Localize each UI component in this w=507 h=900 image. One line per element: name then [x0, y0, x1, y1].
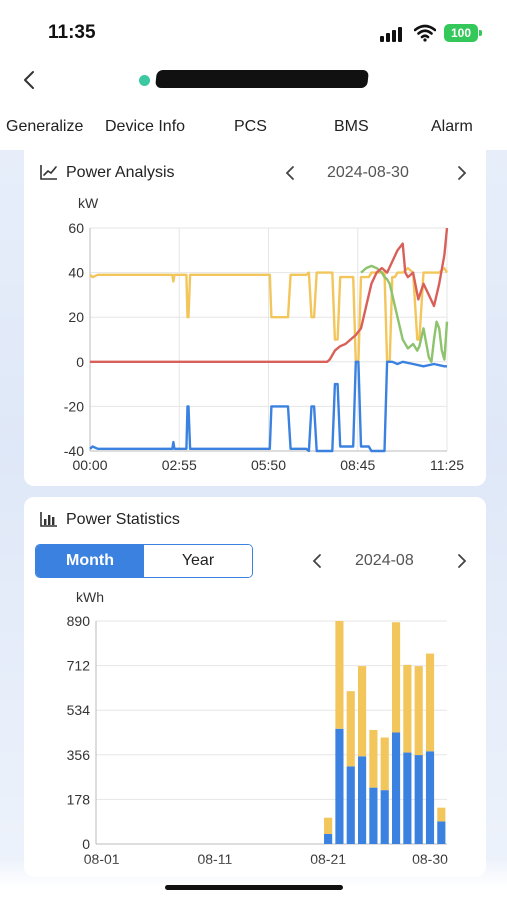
power-statistics-title: Power Statistics [66, 511, 180, 528]
tab-bar: Generalize Device Info PCS BMS Alarm [0, 118, 507, 142]
bar-chart-ytick: 356 [67, 747, 91, 763]
yellow-series-line [89, 266, 449, 363]
bar-chart-ytick: 534 [67, 702, 91, 718]
bar-yellow-segment [380, 737, 389, 791]
line-chart-xtick: 05:50 [251, 457, 286, 473]
power-statistics-date[interactable]: 2024-08 [355, 552, 414, 569]
bar-blue-segment [425, 751, 435, 844]
tab-device-info[interactable]: Device Info [105, 118, 186, 135]
home-indicator[interactable] [165, 885, 343, 890]
power-analysis-date[interactable]: 2024-08-30 [327, 164, 409, 181]
power-analysis-title: Power Analysis [66, 164, 175, 181]
tab-generalize[interactable]: Generalize [6, 118, 84, 135]
battery-cap [479, 30, 482, 36]
month-toggle-button[interactable]: Month [36, 545, 144, 577]
bar-yellow-segment [324, 817, 333, 834]
next-month-chevron-icon[interactable] [456, 553, 468, 569]
battery-icon: 100 [444, 24, 478, 42]
line-chart-ytick: -20 [64, 398, 84, 414]
line-chart-ytick: -40 [64, 443, 84, 459]
power-statistics-chart: 890712534356178008-0108-1108-2108-30 [67, 613, 448, 867]
bar-chart-ytick: 890 [67, 613, 91, 629]
wifi-icon [414, 24, 436, 42]
blue-series-line [89, 360, 447, 453]
next-date-chevron-icon[interactable] [456, 165, 468, 181]
bar-chart-ytick: 0 [82, 836, 90, 852]
bar-yellow-segment [437, 807, 446, 822]
line-chart-ytick: 0 [76, 354, 84, 370]
line-chart-ytick: 20 [68, 309, 84, 325]
bar-chart-ylabel: kWh [76, 589, 104, 605]
bar-yellow-segment [414, 666, 423, 756]
tab-bms[interactable]: BMS [334, 118, 369, 135]
bar-yellow-segment [335, 621, 344, 729]
line-chart-xtick: 08:45 [340, 457, 375, 473]
green-series-line [360, 264, 449, 363]
bar-yellow-segment [358, 666, 367, 757]
bar-blue-segment [335, 728, 344, 844]
bar-blue-segment [437, 821, 446, 844]
bar-yellow-segment [403, 664, 412, 753]
red-series-line [90, 227, 449, 363]
year-toggle-button[interactable]: Year [144, 545, 252, 577]
back-chevron-icon[interactable] [18, 68, 40, 92]
power-analysis-card [24, 140, 486, 486]
bar-blue-segment [380, 790, 389, 844]
status-time: 11:35 [48, 22, 96, 43]
tab-alarm[interactable]: Alarm [431, 118, 473, 135]
bar-blue-segment [346, 766, 355, 844]
line-chart-ytick: 60 [68, 220, 84, 236]
period-toggle: Month Year [35, 544, 253, 578]
bar-chart-ytick: 178 [67, 791, 91, 807]
tab-pcs[interactable]: PCS [234, 118, 267, 135]
prev-date-chevron-icon[interactable] [284, 165, 296, 181]
bar-blue-segment [358, 756, 367, 844]
bar-yellow-segment [425, 653, 435, 752]
bar-blue-segment [403, 752, 412, 844]
bar-chart-ytick: 712 [67, 658, 91, 674]
bar-blue-segment [369, 787, 378, 844]
bar-yellow-segment [391, 622, 401, 733]
cellular-signal-icon [380, 26, 406, 42]
bar-yellow-segment [369, 729, 378, 788]
bar-yellow-segment [346, 691, 355, 767]
line-chart-xtick: 00:00 [72, 457, 107, 473]
bar-chart-icon [40, 512, 57, 527]
line-chart-icon [40, 165, 57, 180]
line-chart-ylabel: kW [78, 195, 99, 211]
line-chart-ytick: 40 [68, 265, 84, 281]
bar-blue-segment [414, 755, 423, 844]
prev-month-chevron-icon[interactable] [311, 553, 323, 569]
bottom-fade [0, 858, 507, 900]
bar-blue-segment [324, 833, 333, 844]
line-chart-xtick: 11:25 [430, 457, 464, 473]
line-chart-xtick: 02:55 [162, 457, 197, 473]
online-status-dot [139, 75, 150, 86]
bar-blue-segment [391, 732, 401, 844]
